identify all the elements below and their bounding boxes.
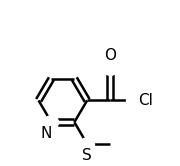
Text: O: O bbox=[104, 48, 116, 63]
Text: N: N bbox=[40, 126, 52, 141]
Text: S: S bbox=[82, 148, 92, 163]
Text: Cl: Cl bbox=[138, 93, 153, 108]
